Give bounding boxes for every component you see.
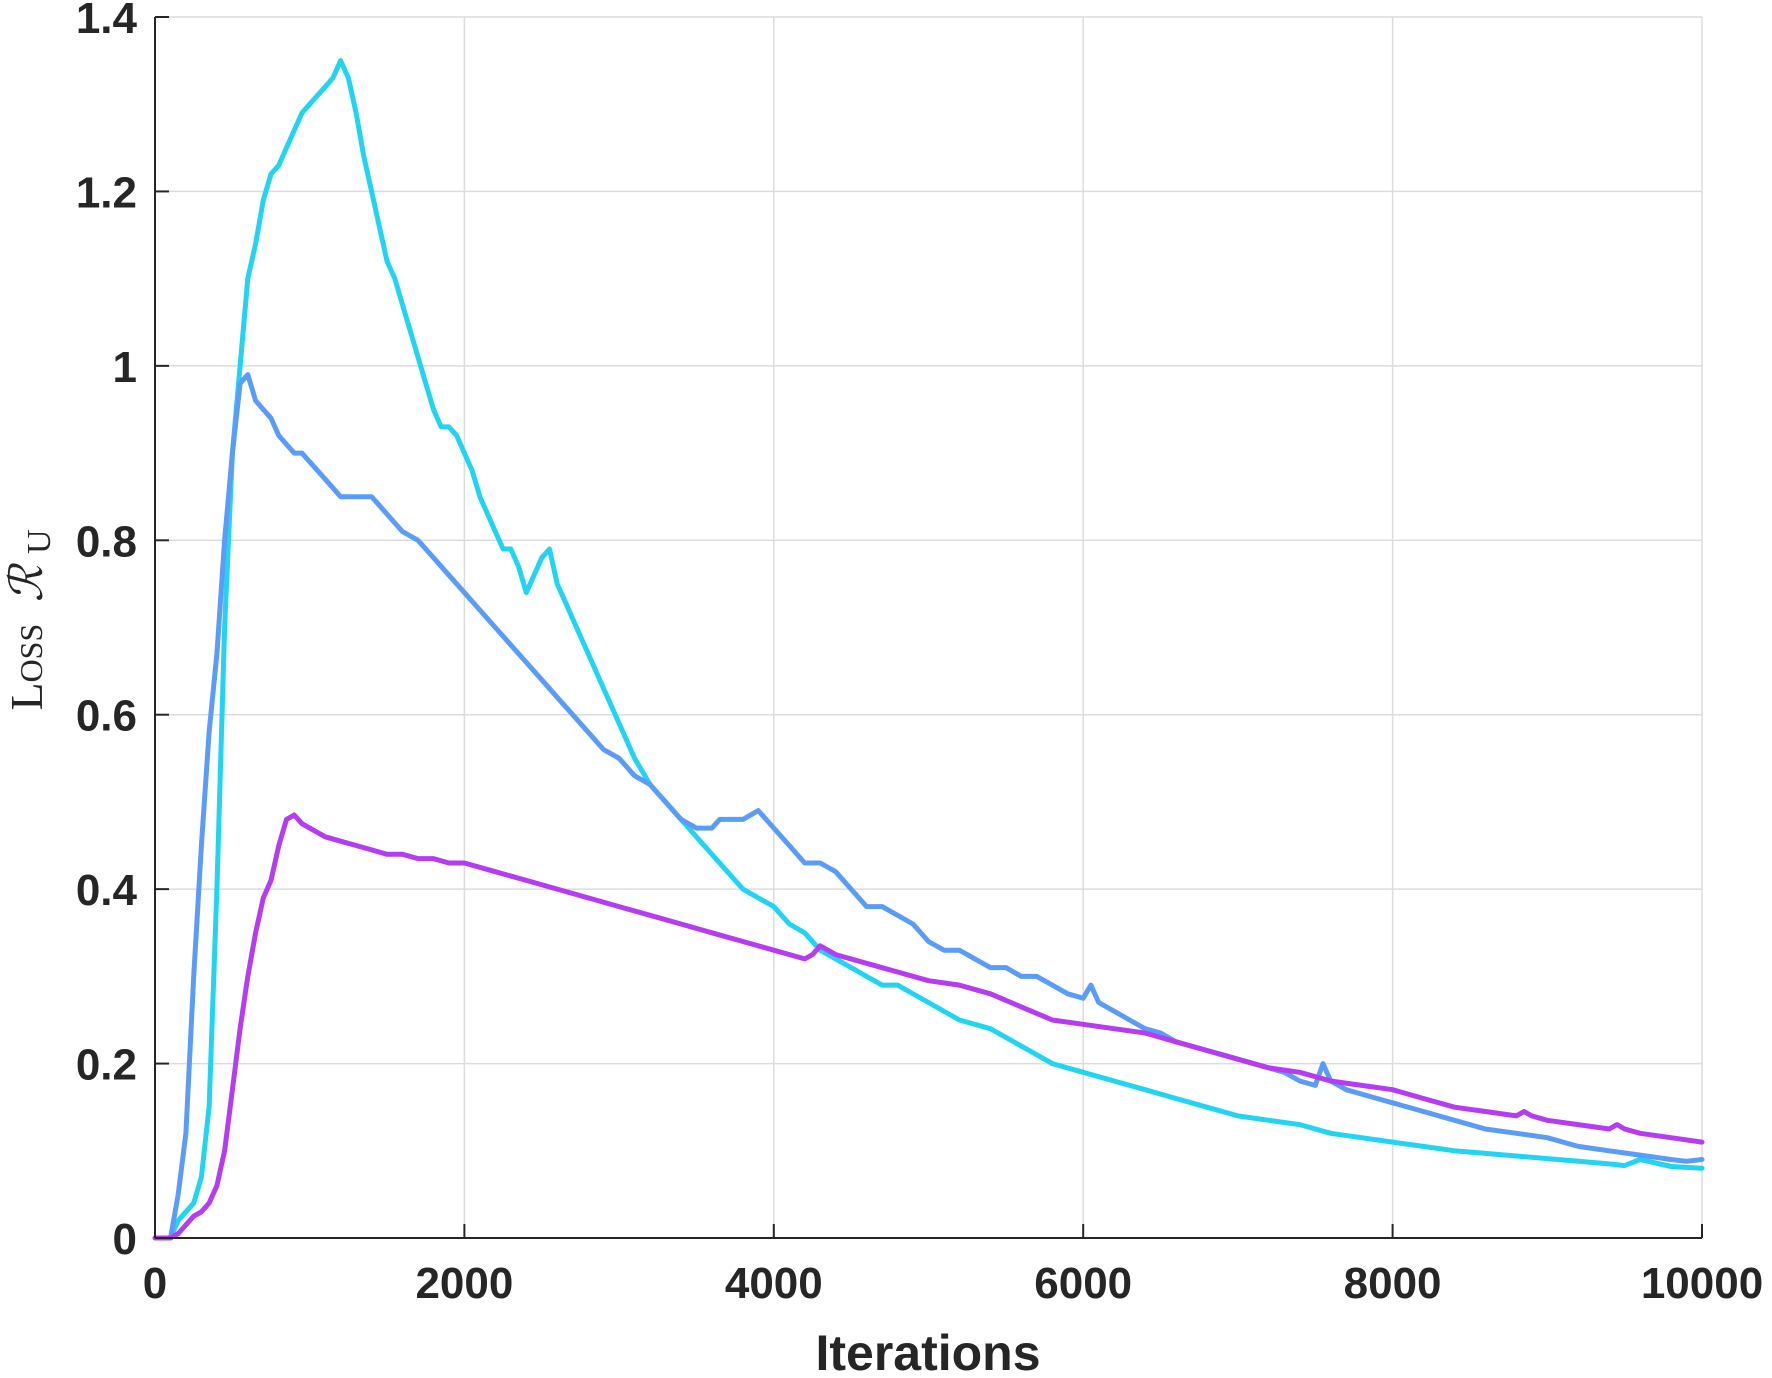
- y-tick-label: 0.8: [76, 517, 137, 566]
- y-tick-label: 1.2: [76, 168, 137, 217]
- series-line-1: [152, 58, 1705, 1241]
- x-tick-label: 2000: [415, 1259, 513, 1308]
- y-tick-label: 0.6: [76, 692, 137, 741]
- series-line-3: [152, 812, 1705, 1241]
- y-tick-label: 0.2: [76, 1041, 137, 1090]
- y-axis-title-word: Loss: [1, 624, 52, 711]
- y-axis-title-subscript: U: [21, 529, 58, 554]
- grid-lines: [154, 16, 1703, 1239]
- series-group: [152, 58, 1705, 1241]
- x-axis-title: Iterations: [815, 1325, 1040, 1378]
- y-tick-label: 0.4: [76, 866, 138, 915]
- x-tick-label: 6000: [1034, 1259, 1132, 1308]
- x-tick-labels: 0 2000 4000 6000 8000 10000: [143, 1259, 1763, 1308]
- x-tick-label: 8000: [1344, 1259, 1442, 1308]
- y-tick-label: 1.4: [76, 0, 138, 43]
- axes: [154, 16, 1703, 1239]
- series-line-2: [152, 372, 1705, 1241]
- x-tick-label: 0: [143, 1259, 167, 1308]
- y-tick-label: 0: [113, 1215, 137, 1264]
- y-axis-title-symbol: ℛ: [1, 562, 52, 602]
- y-axis-title: Loss ℛ U: [1, 529, 58, 710]
- x-tick-label: 4000: [725, 1259, 823, 1308]
- y-tick-label: 1: [113, 343, 137, 392]
- x-tick-label: 10000: [1641, 1259, 1763, 1308]
- y-tick-labels: 0 0.2 0.4 0.6 0.8 1 1.2 1.4: [76, 0, 138, 1264]
